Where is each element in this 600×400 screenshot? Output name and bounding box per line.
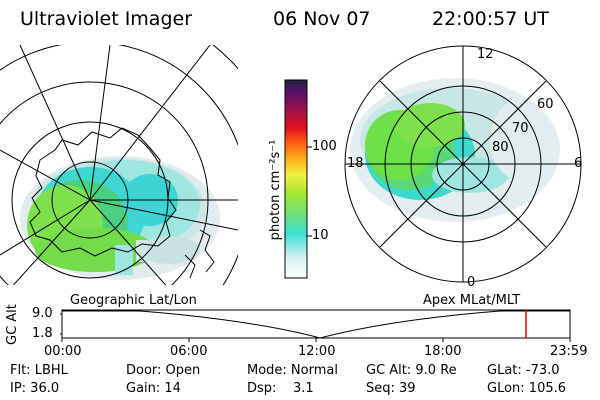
lat-label-70: 70 [512, 121, 529, 136]
status-glon: GLon: 105.6 [487, 381, 567, 396]
coastline [29, 127, 177, 257]
status-ip: IP: 36.0 [10, 381, 60, 396]
timeline-xtick-0000: 00:00 [44, 344, 82, 359]
geographic-aurora-image [20, 156, 220, 280]
lat-label-60: 60 [537, 97, 554, 112]
mlt-label-6: 6 [574, 156, 583, 171]
timeline-xtick-0600: 06:00 [170, 344, 208, 359]
date-label: 06 Nov 07 [273, 8, 371, 30]
status-mode: Mode: Normal [247, 363, 338, 378]
altitude-curve [62, 310, 570, 339]
status-gain: Gain: 14 [126, 381, 181, 396]
geographic-meridians [0, 45, 238, 285]
timeline-ytick-1.8: 1.8 [32, 326, 53, 341]
timeline-ytick-9: 9.0 [32, 306, 53, 321]
status-seq: Seq: 39 [366, 381, 416, 396]
geographic-map-panel [0, 45, 238, 285]
instrument-title: Ultraviolet Imager [20, 8, 193, 30]
mlt-label-0: 0 [467, 275, 476, 290]
lat-label-80: 80 [492, 140, 509, 155]
altitude-timeline [60, 309, 571, 342]
colorbar-unit-label: photon cm⁻²s⁻¹ [268, 139, 283, 241]
polar-mlt-plot [344, 45, 582, 283]
status-dsp: Dsp: 3.1 [247, 381, 314, 396]
mlt-label-12: 12 [477, 47, 494, 62]
color-bar [284, 79, 312, 279]
colorbar-tick-10: 10 [312, 228, 329, 243]
geographic-panel-label: Geographic Lat/Lon [70, 293, 197, 308]
apex-panel-label: Apex MLat/MLT [423, 293, 521, 308]
status-filter: Flt: LBHL [10, 363, 68, 378]
timeline-y-label: GC Alt [5, 304, 20, 345]
status-door: Door: Open [126, 363, 201, 378]
mlt-label-18: 18 [347, 156, 364, 171]
timeline-xtick-1200: 12:00 [298, 344, 336, 359]
time-label: 22:00:57 UT [432, 8, 549, 30]
status-glat: GLat: -73.0 [487, 363, 560, 378]
status-gc-alt: GC Alt: 9.0 Re [366, 363, 457, 378]
timeline-xtick-2359: 23:59 [550, 344, 588, 359]
colorbar-tick-100: 100 [312, 139, 337, 154]
timeline-xtick-1800: 18:00 [424, 344, 462, 359]
